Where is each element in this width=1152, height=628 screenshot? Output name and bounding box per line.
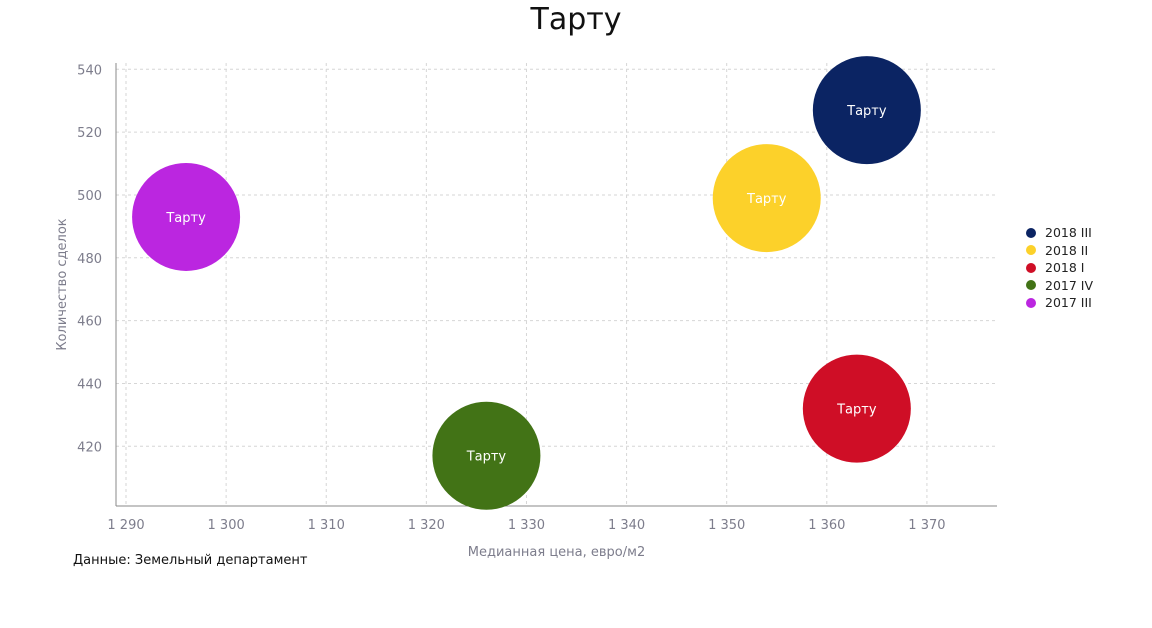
x-tick-label: 1 370 xyxy=(908,518,945,533)
legend-item[interactable]: 2018 II xyxy=(1026,242,1093,260)
x-axis-label: Медианная цена, евро/м2 xyxy=(468,545,645,560)
legend-marker xyxy=(1026,227,1036,238)
legend-label: 2017 IV xyxy=(1045,277,1094,293)
legend-item[interactable]: 2018 I xyxy=(1026,259,1093,277)
y-ticks: 420 440 460 480 500 520 540 xyxy=(77,63,102,455)
bubbles: Тарту Тарту Тарту Тарту Тарту xyxy=(132,56,921,510)
legend-label: 2018 I xyxy=(1045,260,1085,276)
y-axis-label: Количество сделок xyxy=(55,218,70,350)
bubble-point[interactable] xyxy=(802,354,911,463)
bubble-label: Тарту xyxy=(846,104,887,119)
legend-marker xyxy=(1026,262,1036,273)
y-tick-label: 460 xyxy=(77,315,102,330)
y-tick-label: 500 xyxy=(77,189,102,204)
legend-item[interactable]: 2018 III xyxy=(1026,224,1093,242)
legend-item[interactable]: 2017 IV xyxy=(1026,277,1093,295)
legend-marker xyxy=(1026,297,1036,308)
legend-label: 2018 III xyxy=(1045,225,1092,241)
legend-marker xyxy=(1026,245,1036,256)
chart-title: Тарту xyxy=(530,2,622,37)
x-tick-label: 1 310 xyxy=(308,518,345,533)
legend-label: 2017 III xyxy=(1045,295,1092,311)
x-tick-label: 1 320 xyxy=(408,518,445,533)
x-ticks: 1 290 1 300 1 310 1 320 1 330 1 340 1 350 1 360… xyxy=(107,518,945,533)
legend-marker xyxy=(1026,280,1036,291)
bubble-point[interactable] xyxy=(432,401,541,510)
legend: 2018 III 2018 II 2018 I 2017 IV 2017 III xyxy=(1026,224,1093,312)
axes xyxy=(115,63,997,507)
bubble-label: Тарту xyxy=(746,192,787,207)
x-tick-label: 1 340 xyxy=(608,518,645,533)
bubble-label: Тарту xyxy=(466,450,507,465)
x-tick-label: 1 350 xyxy=(708,518,745,533)
bubble-point[interactable] xyxy=(712,144,821,253)
x-tick-label: 1 300 xyxy=(208,518,245,533)
y-tick-label: 480 xyxy=(77,252,102,267)
y-tick-label: 540 xyxy=(77,63,102,78)
y-tick-label: 420 xyxy=(77,440,102,455)
legend-item[interactable]: 2017 III xyxy=(1026,294,1093,312)
source-note: Данные: Земельный департамент xyxy=(73,553,308,568)
y-tick-label: 520 xyxy=(77,126,102,141)
x-tick-label: 1 330 xyxy=(508,518,545,533)
bubble-label: Тарту xyxy=(165,211,206,226)
legend-label: 2018 II xyxy=(1045,242,1089,258)
bubble-label: Тарту xyxy=(836,403,877,418)
x-tick-label: 1 360 xyxy=(808,518,845,533)
x-tick-label: 1 290 xyxy=(107,518,144,533)
y-tick-label: 440 xyxy=(77,377,102,392)
bubble-point[interactable] xyxy=(132,162,241,271)
bubble-point[interactable] xyxy=(812,56,921,165)
